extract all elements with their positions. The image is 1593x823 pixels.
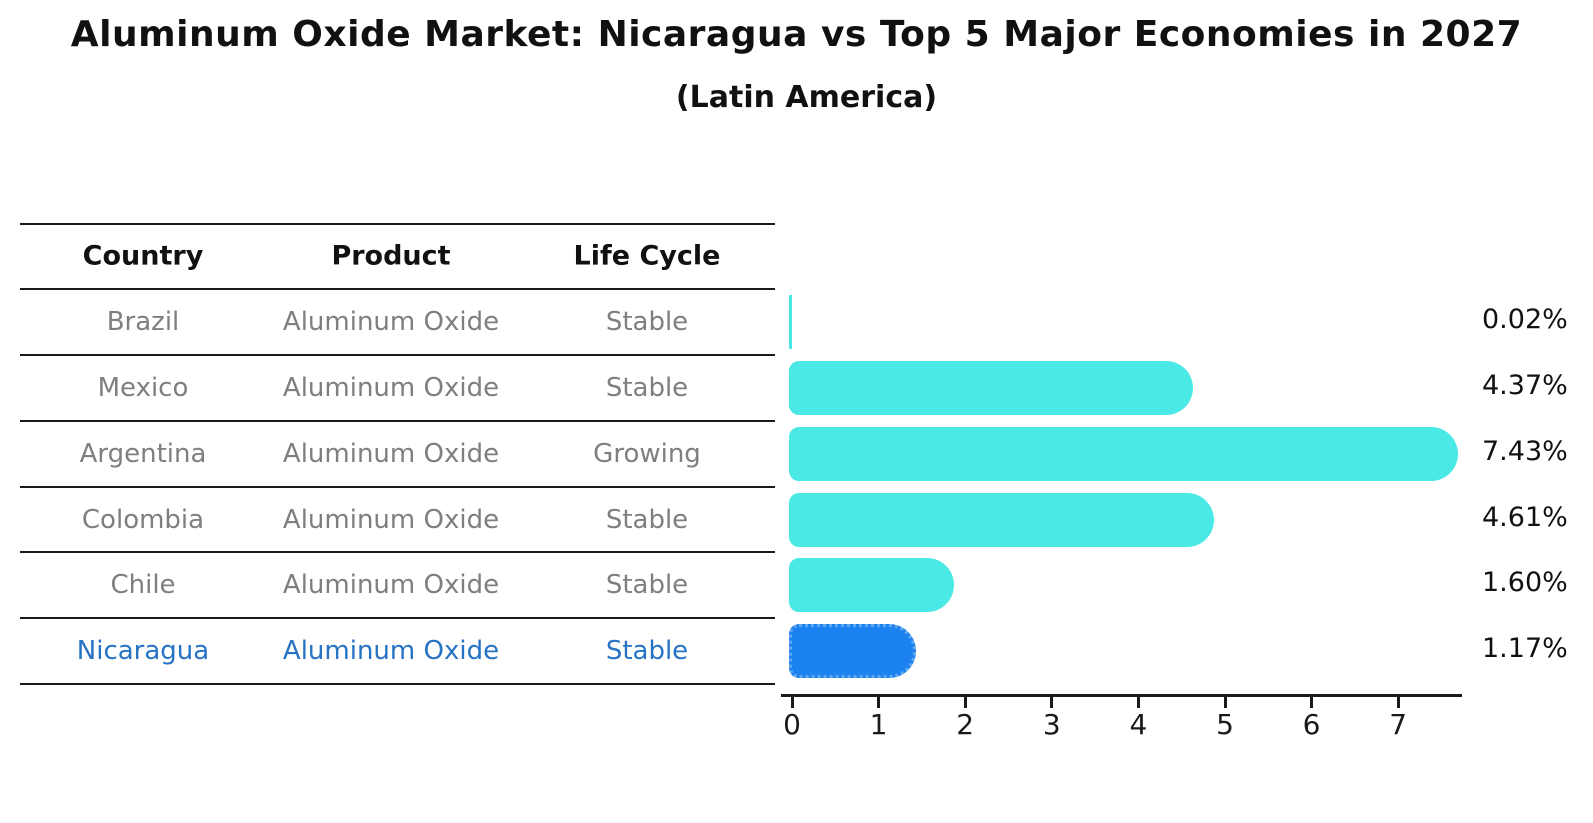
cell-country-highlighted: Nicaragua xyxy=(76,636,210,666)
x-tick-label: 3 xyxy=(1042,708,1061,741)
x-tick-mark xyxy=(1396,697,1400,708)
x-tick-mark xyxy=(1050,697,1054,708)
cell-life-cycle: Stable xyxy=(605,505,689,535)
table-line xyxy=(20,486,775,488)
x-tick-label: 0 xyxy=(783,708,801,741)
chart-subtitle: (Latin America) xyxy=(675,80,938,115)
value-label-brazil: 0.02% xyxy=(1482,304,1568,335)
column-header-life-cycle: Life Cycle xyxy=(573,240,721,272)
x-tick-mark xyxy=(877,697,881,708)
x-tick-mark xyxy=(963,697,967,708)
table-line xyxy=(20,354,775,356)
table-line xyxy=(20,551,775,553)
cell-product: Aluminum Oxide xyxy=(282,570,500,600)
x-tick-mark xyxy=(1136,697,1140,708)
cell-country: Mexico xyxy=(97,373,189,403)
table-line xyxy=(20,617,775,619)
cell-product: Aluminum Oxide xyxy=(282,505,500,535)
cell-life-cycle: Stable xyxy=(605,307,689,337)
x-axis-line xyxy=(781,694,1462,697)
column-header-product: Product xyxy=(331,240,451,272)
bar-mexico xyxy=(789,361,1194,415)
bar-argentina xyxy=(789,427,1459,481)
table-line xyxy=(20,288,775,290)
cell-country: Colombia xyxy=(81,505,205,535)
cell-product: Aluminum Oxide xyxy=(282,373,500,403)
value-label-chile: 1.60% xyxy=(1482,567,1568,598)
bar-chile xyxy=(789,558,954,612)
x-tick-label: 2 xyxy=(956,708,975,741)
x-tick-label: 6 xyxy=(1302,708,1321,741)
value-label-mexico: 4.37% xyxy=(1482,370,1568,401)
bar-brazil xyxy=(789,295,792,349)
value-label-nicaragua: 1.17% xyxy=(1482,633,1568,664)
value-label-colombia: 4.61% xyxy=(1482,502,1568,533)
x-tick-label: 1 xyxy=(869,708,888,741)
column-header-country: Country xyxy=(82,240,204,272)
x-tick-label: 5 xyxy=(1216,708,1234,741)
value-label-argentina: 7.43% xyxy=(1482,436,1568,467)
cell-product: Aluminum Oxide xyxy=(282,307,500,337)
cell-life-cycle: Growing xyxy=(593,439,701,469)
cell-country: Brazil xyxy=(106,307,180,337)
table-line xyxy=(20,420,775,422)
cell-life-cycle-highlighted: Stable xyxy=(605,636,689,666)
x-tick-mark xyxy=(790,697,794,708)
cell-country: Chile xyxy=(110,570,176,600)
cell-life-cycle: Stable xyxy=(605,570,689,600)
cell-product: Aluminum Oxide xyxy=(282,439,500,469)
cell-country: Argentina xyxy=(79,439,207,469)
cell-product-highlighted: Aluminum Oxide xyxy=(282,636,500,666)
bar-nicaragua xyxy=(789,624,917,678)
x-tick-mark xyxy=(1310,697,1314,708)
table-line xyxy=(20,223,775,225)
table-line xyxy=(20,683,775,685)
chart-title: Aluminum Oxide Market: Nicaragua vs Top … xyxy=(70,14,1523,55)
x-tick-mark xyxy=(1223,697,1227,708)
bar-colombia xyxy=(789,493,1215,547)
x-tick-label: 7 xyxy=(1389,708,1408,741)
x-tick-label: 4 xyxy=(1129,708,1148,741)
cell-life-cycle: Stable xyxy=(605,373,689,403)
